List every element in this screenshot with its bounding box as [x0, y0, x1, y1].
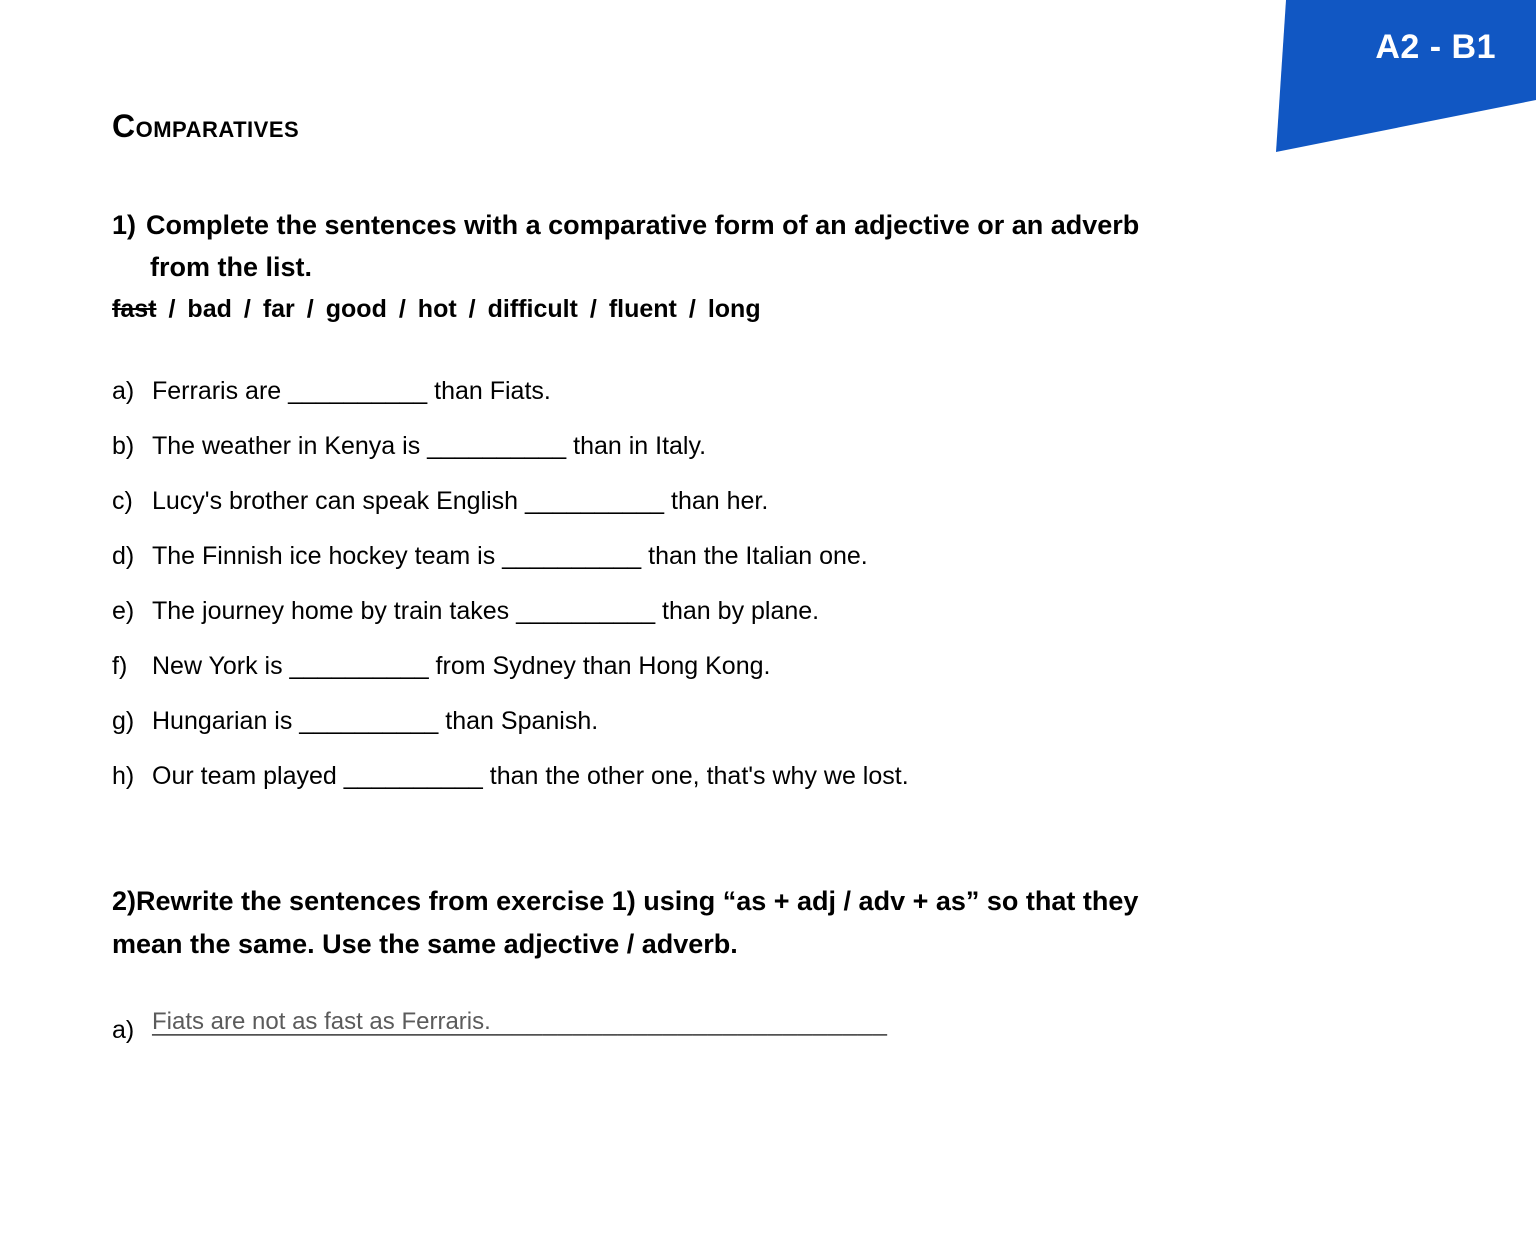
word-list-sep: / [677, 295, 708, 323]
word-list-sep: / [295, 295, 326, 323]
answer-underline: ________________________________________… [152, 1012, 887, 1041]
item-letter: d) [112, 539, 152, 574]
word-list-item: long [708, 295, 761, 323]
item-sentence: The weather in Kenya is __________ than … [152, 429, 1162, 464]
item-letter: b) [112, 429, 152, 464]
exercise-1-items: a) Ferraris are __________ than Fiats. b… [112, 374, 1162, 794]
word-list-struck: fast [112, 295, 156, 323]
worksheet-page: Comparatives 1)Complete the sentences wi… [112, 108, 1162, 1045]
exercise-item: c) Lucy's brother can speak English ____… [112, 484, 1162, 519]
item-letter: c) [112, 484, 152, 519]
item-sentence: The Finnish ice hockey team is _________… [152, 539, 1162, 574]
item-sentence: Our team played __________ than the othe… [152, 759, 1162, 794]
exercise-item: g) Hungarian is __________ than Spanish. [112, 704, 1162, 739]
word-list-item: bad [187, 295, 231, 323]
word-list-item: difficult [488, 295, 578, 323]
exercise-2-answer-row: a) Fiats are not as fast as Ferraris. __… [112, 1008, 1162, 1045]
word-list-sep: / [457, 295, 488, 323]
word-list-sep: / [578, 295, 609, 323]
word-list-sep: / [156, 295, 187, 323]
exercise-2-instruction: 2)Rewrite the sentences from exercise 1)… [112, 880, 1162, 966]
word-list: fast/bad/far/good/hot/difficult/fluent/l… [112, 295, 1162, 324]
exercise-item: a) Ferraris are __________ than Fiats. [112, 374, 1162, 409]
exercise-item: b) The weather in Kenya is __________ th… [112, 429, 1162, 464]
exercise-item: e) The journey home by train takes _____… [112, 594, 1162, 629]
exercise-1-number: 1) [112, 205, 146, 247]
item-letter: e) [112, 594, 152, 629]
exercise-2-number: 2) [112, 886, 136, 916]
page-title: Comparatives [112, 108, 1162, 145]
answer-letter: a) [112, 1016, 152, 1045]
exercise-item: d) The Finnish ice hockey team is ______… [112, 539, 1162, 574]
word-list-sep: / [387, 295, 418, 323]
word-list-item: hot [418, 295, 457, 323]
exercise-item: f) New York is __________ from Sydney th… [112, 649, 1162, 684]
item-letter: f) [112, 649, 152, 684]
word-list-item: fluent [609, 295, 677, 323]
item-sentence: Ferraris are __________ than Fiats. [152, 374, 1162, 409]
word-list-sep: / [232, 295, 263, 323]
word-list-item: far [263, 295, 295, 323]
level-badge-shape [1256, 0, 1536, 160]
level-badge: A2 - B1 [1256, 0, 1536, 150]
exercise-1-instruction-line1: Complete the sentences with a comparativ… [146, 210, 1139, 240]
level-badge-text: A2 - B1 [1375, 28, 1496, 67]
answer-line: Fiats are not as fast as Ferraris. _____… [152, 1008, 912, 1038]
item-letter: g) [112, 704, 152, 739]
exercise-2-instruction-line2: mean the same. Use the same adjective / … [112, 929, 738, 959]
exercise-2-instruction-line1: Rewrite the sentences from exercise 1) u… [136, 886, 1138, 916]
item-letter: a) [112, 374, 152, 409]
exercise-1-instruction: 1)Complete the sentences with a comparat… [112, 205, 1162, 289]
item-sentence: Lucy's brother can speak English _______… [152, 484, 1162, 519]
item-sentence: The journey home by train takes ________… [152, 594, 1162, 629]
exercise-item: h) Our team played __________ than the o… [112, 759, 1162, 794]
item-sentence: New York is __________ from Sydney than … [152, 649, 1162, 684]
exercise-1-instruction-line2: from the list. [112, 247, 1162, 289]
item-letter: h) [112, 759, 152, 794]
word-list-item: good [326, 295, 387, 323]
item-sentence: Hungarian is __________ than Spanish. [152, 704, 1162, 739]
